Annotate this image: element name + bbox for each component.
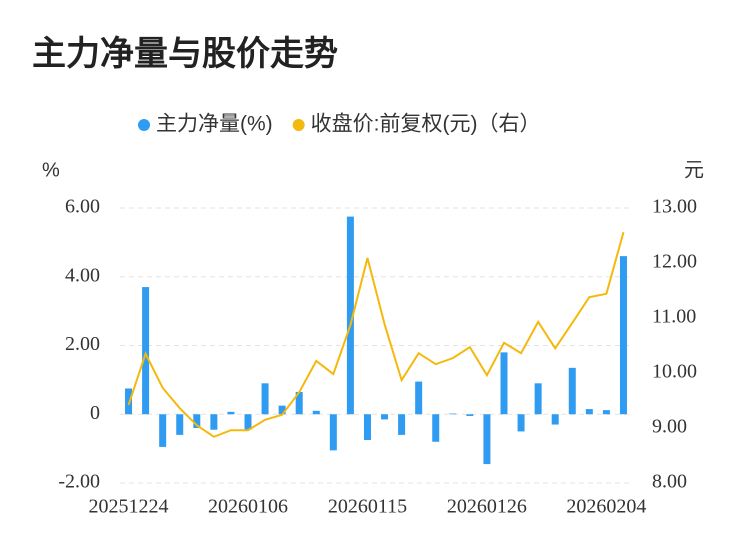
bar [602,410,610,415]
line [127,231,625,438]
bar [415,381,423,415]
bar [432,414,440,442]
bar [261,383,269,415]
y-tick-label: 6.00 [65,196,100,218]
bar [329,414,337,451]
bar [398,414,406,435]
x-tick-label: 20260126 [447,496,527,518]
legend-label: 收盘价:前复权(元)（右） [311,113,541,136]
y2-tick-label: 10.00 [652,361,697,383]
bar [363,414,371,441]
x-tick-label: 20260204 [566,496,646,518]
bar [227,411,235,415]
legend-label: 主力净量(%) [156,113,273,136]
bar [159,414,167,447]
bar [278,405,286,415]
y-tick-label: 0 [90,402,100,424]
bar [551,414,559,425]
bar [244,414,252,430]
bar [466,414,474,416]
y-tick-label: -2.00 [58,471,100,493]
bar [346,216,354,415]
bar [381,414,389,420]
legend-marker [292,119,305,131]
bar [125,388,133,415]
bar [568,367,576,415]
chart-title: 主力净量与股价走势 [32,35,338,73]
y-tick-label: 2.00 [65,333,100,355]
bar [500,352,508,415]
bar [483,414,491,465]
bar [312,410,320,415]
y-tick-label: 4.00 [65,264,100,286]
y-axis-unit: % [42,159,60,181]
y2-tick-label: 8.00 [652,471,687,493]
bar [193,414,201,428]
y2-tick-label: 9.00 [652,416,687,438]
bar [449,413,457,415]
bar [534,383,542,415]
bar [585,409,593,415]
x-tick-label: 20251224 [89,496,169,518]
bar [619,256,627,415]
bar [142,287,150,415]
y2-tick-label: 12.00 [652,251,697,273]
bar [295,391,303,415]
y2-axis-unit: 元 [684,159,704,181]
bar [176,414,184,435]
x-tick-label: 20260106 [208,496,288,518]
y2-tick-label: 13.00 [652,196,697,218]
bar [517,414,525,432]
y2-tick-label: 11.00 [652,306,696,328]
x-tick-label: 20260115 [328,496,407,518]
legend-marker [138,119,150,131]
bar [210,414,218,430]
